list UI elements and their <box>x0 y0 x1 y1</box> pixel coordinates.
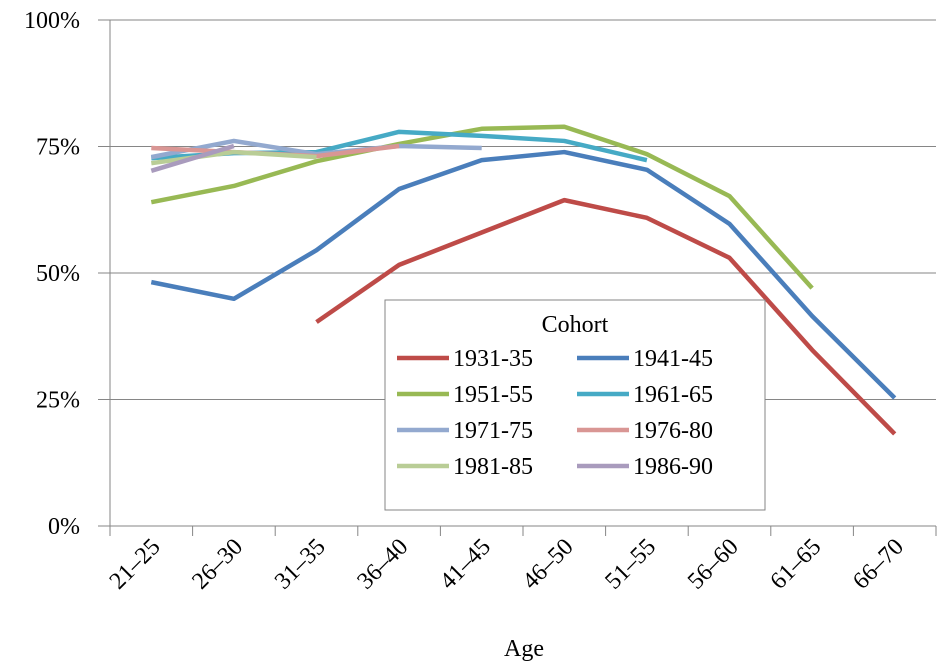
series-line <box>150 124 814 290</box>
x-tick-label: 56–60 <box>683 534 744 595</box>
x-tick-label: 41–45 <box>435 534 496 595</box>
legend-label: 1986-90 <box>633 454 713 480</box>
y-tick-label: 75% <box>36 135 80 161</box>
x-tick-label: 36–40 <box>353 534 414 595</box>
series-line <box>150 149 317 166</box>
x-tick-label: 46–50 <box>518 534 579 595</box>
y-tick-label: 0% <box>48 514 80 540</box>
series-line <box>150 143 235 173</box>
x-tick-label: 51–55 <box>600 534 661 595</box>
legend-label: 1941-45 <box>633 346 713 372</box>
legend-label: 1976-80 <box>633 418 713 444</box>
y-tick-label: 25% <box>36 388 80 414</box>
legend-label: 1961-65 <box>633 382 713 408</box>
y-tick-label: 50% <box>36 261 80 287</box>
legend-box <box>384 299 766 511</box>
x-tick-label: 26–30 <box>187 534 248 595</box>
legend-label: 1931-35 <box>453 346 533 372</box>
series-line <box>150 149 897 400</box>
x-axis-label: Age <box>504 636 544 662</box>
legend-label: 1981-85 <box>453 454 533 480</box>
x-tick-label: 66–70 <box>848 534 909 595</box>
x-tick-label: 21–25 <box>105 534 166 595</box>
y-tick-label: 100% <box>24 8 80 34</box>
legend-label: 1951-55 <box>453 382 533 408</box>
x-tick-label: 31–35 <box>270 534 331 595</box>
legend-label: 1971-75 <box>453 418 533 444</box>
legend-title: Cohort <box>542 312 609 338</box>
series-line <box>315 197 897 436</box>
x-tick-label: 61–65 <box>766 534 827 595</box>
